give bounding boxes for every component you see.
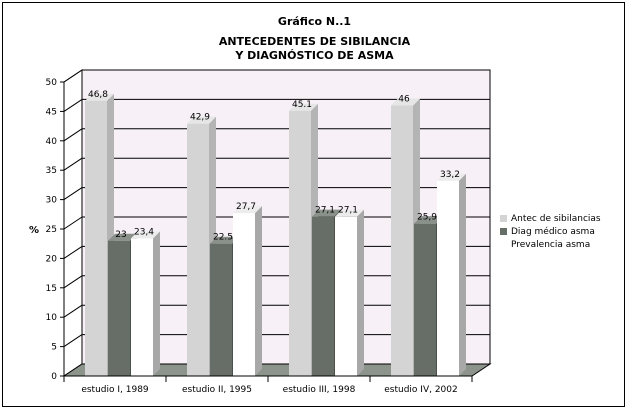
bar-antec-de-sibilancias [187, 123, 209, 376]
gridline-diagonal [63, 304, 83, 318]
bar-antec-de-sibilancias [85, 100, 107, 376]
chart-title-line2: ANTECEDENTES DE SIBILANCIA [218, 35, 411, 48]
bar-antec-de-sibilancias [391, 105, 413, 377]
data-label: 46 [398, 95, 410, 105]
bar-antec-de-sibilancias [289, 110, 311, 376]
y-tick-label: 50 [46, 78, 58, 88]
bar-top [187, 116, 216, 124]
y-tick-label: 5 [51, 343, 57, 353]
data-label: 25,9 [417, 213, 437, 223]
bar-top [85, 93, 114, 101]
gridline-diagonal [63, 275, 83, 289]
gridline-diagonal [63, 69, 83, 83]
y-tick-label: 45 [46, 107, 57, 117]
bar-side [357, 209, 364, 376]
data-label: 46,8 [88, 90, 108, 100]
chart-title-line1: Gráfico N..1 [277, 15, 352, 28]
bar-diag-m-dico-asma [210, 243, 232, 376]
bar-diag-m-dico-asma [108, 240, 130, 376]
gridline-diagonal [63, 128, 83, 142]
y-tick-label: 25 [46, 225, 57, 235]
bar-top [289, 103, 318, 111]
data-label: 27,1 [315, 206, 335, 216]
legend-item: Prevalencia asma [500, 238, 601, 251]
gridline-diagonal [63, 98, 83, 112]
bar-top [414, 216, 443, 224]
legend-swatch [500, 241, 507, 248]
x-tick-label: estudio I, 1989 [81, 385, 149, 395]
legend-label: Prevalencia asma [511, 239, 591, 250]
bar-top [312, 209, 341, 217]
x-tick-label: estudio IV, 2002 [384, 385, 457, 395]
y-tick-label: 40 [46, 137, 58, 147]
y-tick-label: 20 [46, 254, 58, 264]
data-label: 23 [115, 230, 126, 240]
bar-prevalencia-asma [131, 238, 153, 376]
y-tick-label: 10 [46, 313, 58, 323]
bar-top [108, 233, 137, 241]
bar-prevalencia-asma [335, 216, 357, 376]
bar-top [335, 209, 364, 217]
data-label: 42,9 [190, 113, 210, 123]
bar-top [437, 173, 466, 181]
y-tick-label: 30 [46, 196, 58, 206]
x-tick-label: estudio II, 1995 [182, 385, 252, 395]
data-label: 27,7 [236, 202, 256, 212]
y-tick-label: 15 [46, 284, 57, 294]
bar-top [210, 236, 239, 244]
data-label: 33,2 [440, 170, 460, 180]
legend-label: Antec de sibilancias [511, 213, 601, 224]
y-tick-label: 35 [46, 166, 57, 176]
legend-swatch [500, 228, 507, 235]
legend-item: Antec de sibilancias [500, 212, 601, 225]
gridline-diagonal [63, 216, 83, 230]
data-label: 23,4 [134, 227, 154, 237]
chart-title-line3: Y DIAGNÓSTICO DE ASMA [235, 49, 394, 62]
gridline-diagonal [63, 334, 83, 348]
bar-prevalencia-asma [233, 213, 255, 376]
gridline-diagonal [63, 157, 83, 171]
bar-side [459, 173, 466, 376]
legend-item: Diag médico asma [500, 225, 601, 238]
bar-prevalencia-asma [437, 180, 459, 376]
bar-diag-m-dico-asma [312, 216, 334, 376]
y-axis-label: % [29, 225, 39, 236]
bar-top [391, 98, 420, 106]
legend-label: Diag médico asma [511, 226, 595, 237]
y-tick-label: 0 [51, 372, 57, 382]
bar-side [255, 206, 262, 376]
bar-top [131, 231, 160, 239]
gridline-diagonal [63, 187, 83, 201]
data-label: 27,1 [338, 206, 358, 216]
bar-side [153, 231, 160, 376]
x-tick-label: estudio III, 1998 [283, 385, 356, 395]
data-label: 22.5 [213, 233, 233, 243]
data-label: 45.1 [292, 100, 312, 110]
legend-swatch [500, 215, 507, 222]
gridline-diagonal [63, 245, 83, 259]
chart-legend: Antec de sibilancias Diag médico asma Prev… [500, 212, 601, 251]
bar-top [233, 206, 262, 214]
bar-diag-m-dico-asma [414, 223, 436, 376]
